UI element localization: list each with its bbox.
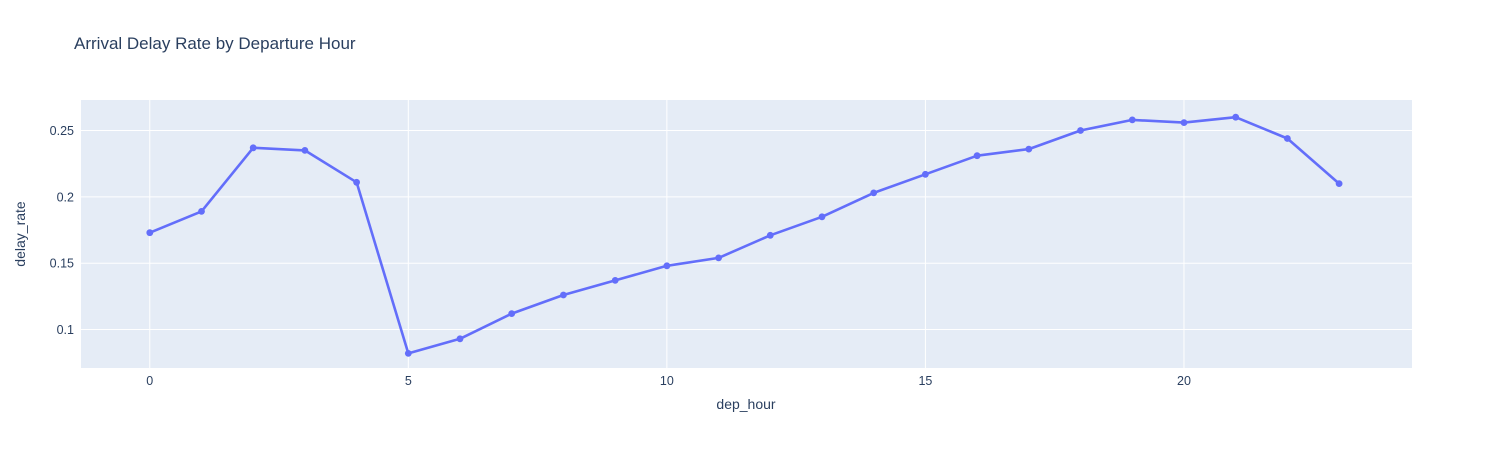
data-point[interactable] (715, 254, 722, 262)
y-tick-label: 0.2 (57, 190, 74, 204)
data-point[interactable] (663, 262, 671, 270)
data-point[interactable] (611, 277, 619, 284)
data-point[interactable] (560, 291, 567, 299)
data-point[interactable] (198, 208, 205, 215)
data-point[interactable] (766, 231, 774, 239)
x-tick-label: 5 (405, 374, 412, 388)
data-point[interactable] (508, 310, 516, 317)
data-point[interactable] (404, 350, 412, 357)
x-tick-label: 15 (918, 374, 932, 388)
data-point[interactable] (973, 152, 981, 160)
data-point[interactable] (301, 147, 309, 154)
data-point[interactable] (353, 178, 360, 186)
delay-rate-line[interactable] (148, 115, 1341, 355)
x-axis-title: dep_hour (716, 396, 776, 412)
y-tick-label: 0.25 (50, 124, 74, 138)
data-point[interactable] (1335, 180, 1343, 188)
data-point[interactable] (870, 189, 878, 197)
plot-area[interactable] (81, 100, 1412, 368)
data-point[interactable] (1128, 116, 1136, 124)
data-point[interactable] (1180, 119, 1188, 126)
y-axis-title: delay_rate (12, 201, 28, 267)
data-point[interactable] (1077, 127, 1084, 134)
data-point[interactable] (1232, 113, 1240, 121)
x-tick-label: 10 (660, 374, 674, 388)
data-point[interactable] (922, 170, 929, 178)
x-tick-label: 0 (146, 374, 153, 388)
data-point[interactable] (1284, 135, 1291, 142)
y-tick-label: 0.1 (57, 323, 74, 337)
data-point[interactable] (456, 335, 464, 343)
x-tick-label: 20 (1177, 374, 1191, 388)
data-point[interactable] (1025, 145, 1033, 153)
plot-layer: 0 5 10 15 20 0.1 0.15 0.2 0.25 (50, 100, 1412, 388)
data-point[interactable] (249, 144, 257, 152)
data-point[interactable] (818, 213, 826, 221)
chart-title: Arrival Delay Rate by Departure Hour (74, 34, 356, 53)
y-tick-label: 0.15 (50, 257, 74, 271)
data-point[interactable] (146, 229, 154, 237)
